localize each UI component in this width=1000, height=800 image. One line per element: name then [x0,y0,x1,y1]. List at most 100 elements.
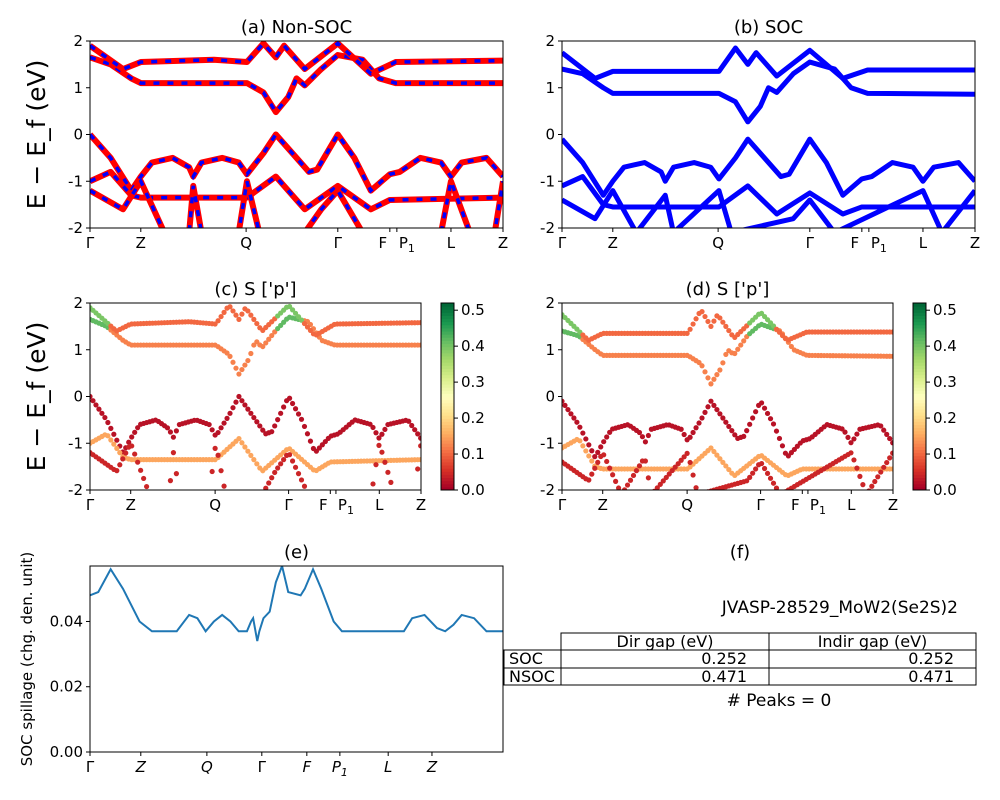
x-tick-label: L [847,496,856,514]
band-point [418,457,421,463]
x-tick-label: Z [426,758,438,776]
band-point [624,482,631,488]
band-point [741,338,747,344]
band-point [227,410,233,416]
band-point [164,425,171,431]
band-point [636,429,643,436]
band-point [693,485,699,490]
band-point [292,406,299,412]
band-point [266,480,272,486]
colorbar-segment [441,324,454,329]
band-point [693,316,699,322]
band-point [289,307,296,313]
colorbar-tick-label: 0.4 [933,337,957,355]
colorbar-segment [913,359,926,363]
band-point [839,426,845,432]
band-point [851,436,857,442]
band-point [221,420,227,426]
colorbar-segment [913,321,926,326]
x-tick-label: Q [712,234,724,252]
colorbar-segment [913,355,926,360]
band-point [684,450,690,456]
band-point [236,371,242,377]
band-point [738,342,744,348]
spillage-line [90,566,503,642]
band-point [645,432,651,439]
band-point [645,475,651,481]
colorbar-segment [913,455,926,460]
band-point [307,489,308,490]
band-point [245,357,251,364]
band-point [642,458,649,464]
colorbar-segment [913,324,926,329]
band-point [385,469,391,475]
band-point [714,406,720,413]
colorbar-segment [913,352,926,357]
band-point [173,471,179,477]
band-point [233,492,238,497]
band-point [418,443,421,449]
band-point [779,443,786,449]
band-point [99,410,105,416]
band-point [887,435,893,442]
band-line-dashed [90,174,503,228]
band-point [592,465,598,471]
colorbar-segment [913,368,926,373]
colorbar-segment [441,306,454,310]
colorbar-segment [913,399,926,404]
y-tick-label: -2 [540,219,555,237]
y-tick-label: -1 [68,434,83,452]
colorbar-segment [441,365,454,369]
colorbar-segment [913,465,926,469]
colorbar-segment [913,449,926,454]
band-point [254,492,259,497]
y-tick-label: 2 [73,32,83,50]
band-point [135,425,141,431]
colorbar-segment [441,483,454,488]
colorbar-segment [441,471,454,475]
y-tick-label: 0 [73,126,83,144]
y-tick-label: 1 [73,341,83,359]
band-point [102,414,108,421]
x-tick-label: Q [209,496,221,514]
band-point [233,399,239,405]
band-point [159,492,164,497]
colorbar-segment [913,483,926,488]
band-point [394,492,399,497]
panel-title: (e) [284,542,309,563]
band-point [307,438,314,444]
x-tick-label: L [447,234,456,252]
band-line-dashed [90,53,503,116]
colorbar-segment [913,337,926,341]
band-point [415,466,421,472]
band-point [571,415,577,421]
x-tick-label: P1 [338,496,354,517]
x-tick-label: Γ [334,234,343,252]
band-point [613,478,619,484]
band-point [156,492,161,497]
band-point [589,471,595,477]
x-tick-label: Z [126,496,136,514]
band-point [714,452,720,458]
gap-table: Dir gap (eV) Indir gap (eV) SOC 0.252 0.252 N… [503,632,977,686]
band-point [141,475,147,482]
table-value: NSOC [509,667,555,686]
band-point [690,472,696,478]
colorbar-segment [913,384,926,388]
colorbar-segment [913,402,926,407]
band-point [251,316,257,322]
band-point [415,431,421,437]
y-tick-label: 2 [545,294,555,312]
band-point [236,393,242,400]
band-point [705,318,711,325]
band-point [307,327,314,334]
y-tick-label: -2 [68,219,83,237]
band-point [230,308,236,314]
band-point [890,329,893,335]
band-point [681,431,687,438]
band-point [699,415,705,421]
band-point [642,439,649,445]
band-point [269,429,275,435]
colorbar-segment [913,418,926,422]
band-point [630,472,637,479]
